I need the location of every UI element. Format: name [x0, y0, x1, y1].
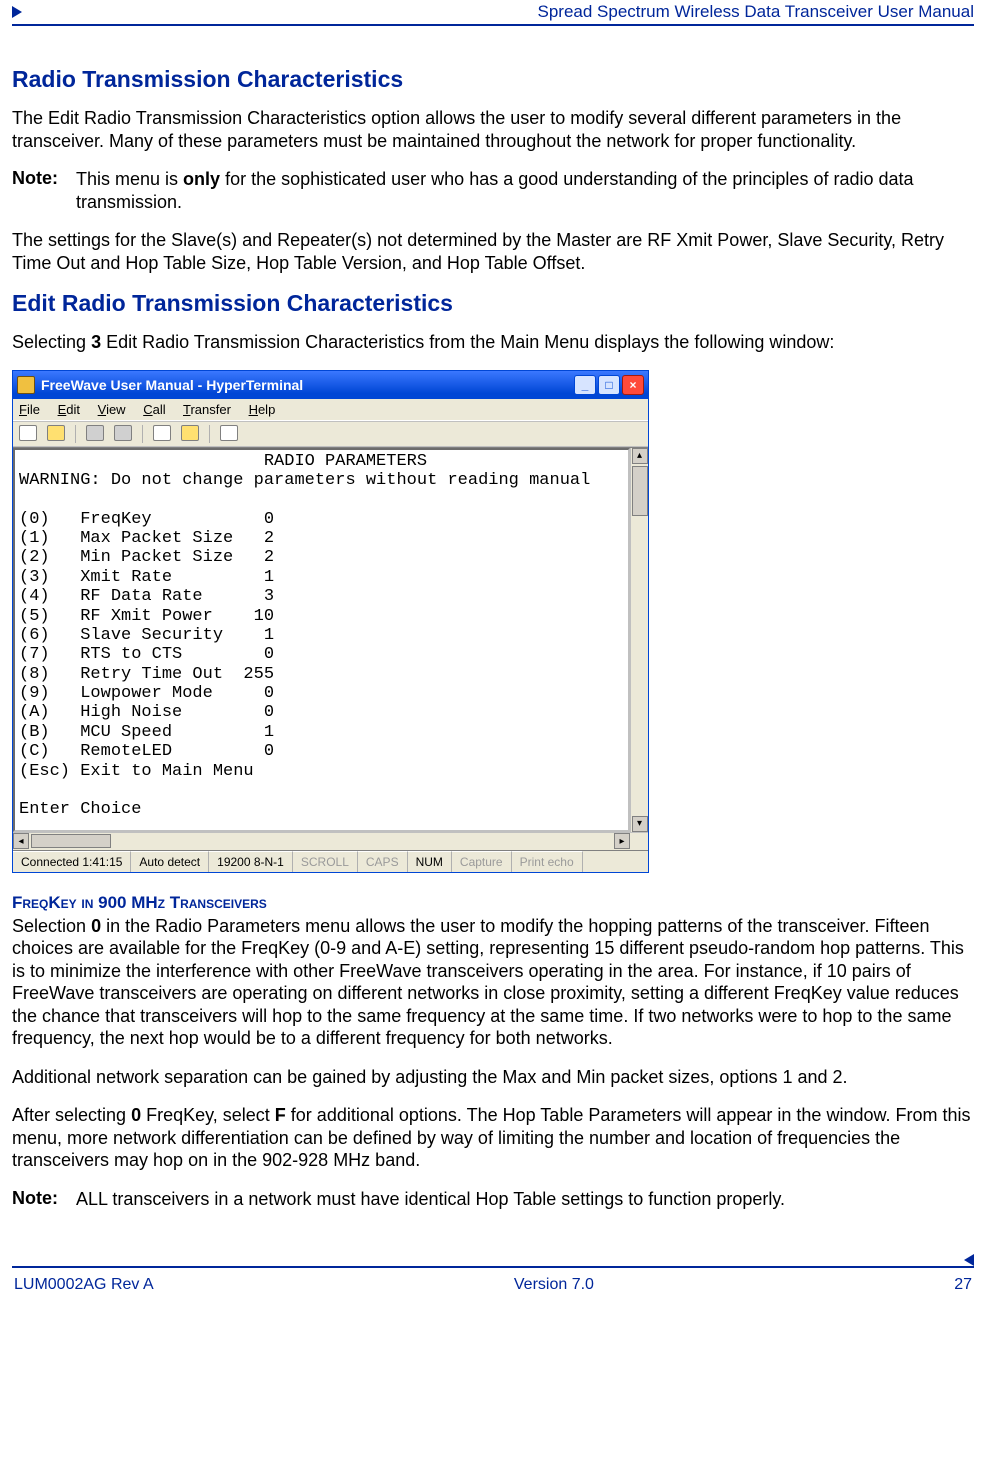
section2-intro: Selecting 3 Edit Radio Transmission Char… — [12, 331, 974, 354]
vertical-scrollbar[interactable]: ▴ ▾ — [630, 448, 648, 832]
hyperterminal-window: FreeWave User Manual - HyperTerminal _ □… — [12, 370, 649, 873]
scroll-left-icon[interactable]: ◂ — [13, 833, 29, 849]
status-connected: Connected 1:41:15 — [13, 851, 131, 872]
toolbar-sep2 — [142, 425, 143, 443]
horizontal-scrollbar[interactable]: ◂ ▸ — [13, 832, 648, 850]
menu-bar[interactable]: File Edit View Call Transfer Help — [13, 399, 648, 421]
status-scroll: SCROLL — [293, 851, 358, 872]
tb-open-icon[interactable] — [47, 425, 65, 441]
status-bar: Connected 1:41:15 Auto detect 19200 8-N-… — [13, 850, 648, 872]
section3-p1: Selection 0 in the Radio Parameters menu… — [12, 915, 974, 1050]
s3p1c: in the Radio Parameters menu allows the … — [12, 916, 964, 1049]
menu-view[interactable]: View — [98, 402, 126, 417]
tb-new-icon[interactable] — [19, 425, 37, 441]
window-titlebar[interactable]: FreeWave User Manual - HyperTerminal _ □… — [13, 371, 648, 399]
menu-file[interactable]: File — [19, 402, 40, 417]
note-body: This menu is only for the sophisticated … — [76, 168, 974, 213]
status-detect: Auto detect — [131, 851, 209, 872]
status-num: NUM — [408, 851, 452, 872]
s2-bold: 3 — [91, 332, 101, 352]
tb-props-icon[interactable] — [220, 425, 238, 441]
page-footer: LUM0002AG Rev A Version 7.0 27 — [12, 1268, 974, 1294]
close-button[interactable]: × — [622, 375, 644, 395]
scroll-thumb[interactable] — [632, 466, 648, 516]
scroll-up-icon[interactable]: ▴ — [632, 448, 648, 464]
s3p3a: After selecting — [12, 1105, 131, 1125]
tb-send-icon[interactable] — [153, 425, 171, 441]
s3p1a: Selection — [12, 916, 91, 936]
note2-body: ALL transceivers in a network must have … — [76, 1188, 974, 1211]
page-header: Spread Spectrum Wireless Data Transceive… — [12, 0, 974, 26]
status-caps: CAPS — [358, 851, 408, 872]
tb-connect-icon[interactable] — [86, 425, 104, 441]
section3-note: Note: ALL transceivers in a network must… — [12, 1188, 974, 1211]
header-title: Spread Spectrum Wireless Data Transceive… — [30, 2, 974, 22]
menu-transfer[interactable]: Transfer — [183, 402, 231, 417]
footer-right: 27 — [954, 1276, 972, 1294]
toolbar — [13, 421, 648, 447]
toolbar-sep3 — [209, 425, 210, 443]
toolbar-sep — [75, 425, 76, 443]
terminal-body[interactable]: RADIO PARAMETERS WARNING: Do not change … — [13, 448, 630, 832]
note-bold: only — [183, 169, 220, 189]
note2-label: Note: — [12, 1188, 76, 1211]
tb-receive-icon[interactable] — [181, 425, 199, 441]
menu-call[interactable]: Call — [143, 402, 165, 417]
menu-help[interactable]: Help — [249, 402, 276, 417]
tb-disconnect-icon[interactable] — [114, 425, 132, 441]
s3p1b: 0 — [91, 916, 101, 936]
section3-p3: After selecting 0 FreqKey, select F for … — [12, 1104, 974, 1172]
scroll-down-icon[interactable]: ▾ — [632, 816, 648, 832]
note-pre: This menu is — [76, 169, 183, 189]
s2-pre: Selecting — [12, 332, 91, 352]
window-title: FreeWave User Manual - HyperTerminal — [41, 377, 303, 393]
section1-intro: The Edit Radio Transmission Characterist… — [12, 107, 974, 152]
section2-title: Edit Radio Transmission Characteristics — [12, 290, 974, 317]
status-capture: Capture — [452, 851, 512, 872]
header-arrow-icon — [12, 6, 22, 18]
app-icon — [17, 376, 35, 394]
s3p3c: FreqKey, select — [141, 1105, 275, 1125]
section1-settings: The settings for the Slave(s) and Repeat… — [12, 229, 974, 274]
menu-edit[interactable]: Edit — [58, 402, 80, 417]
section1-title: Radio Transmission Characteristics — [12, 66, 974, 93]
hscroll-thumb[interactable] — [31, 834, 111, 848]
status-echo: Print echo — [512, 851, 583, 872]
minimize-button[interactable]: _ — [574, 375, 596, 395]
section1-note: Note: This menu is only for the sophisti… — [12, 168, 974, 213]
footer-left: LUM0002AG Rev A — [14, 1276, 154, 1294]
footer-arrow-icon — [964, 1254, 974, 1266]
maximize-button[interactable]: □ — [598, 375, 620, 395]
status-baud: 19200 8-N-1 — [209, 851, 293, 872]
s3p3d: F — [275, 1105, 286, 1125]
section3-subhead: FreqKey in 900 MHz Transceivers — [12, 893, 974, 913]
note-label: Note: — [12, 168, 76, 213]
footer-center: Version 7.0 — [514, 1276, 594, 1294]
s3p3b: 0 — [131, 1105, 141, 1125]
section3-p2: Additional network separation can be gai… — [12, 1066, 974, 1089]
s2-post: Edit Radio Transmission Characteristics … — [101, 332, 834, 352]
scroll-right-icon[interactable]: ▸ — [614, 833, 630, 849]
